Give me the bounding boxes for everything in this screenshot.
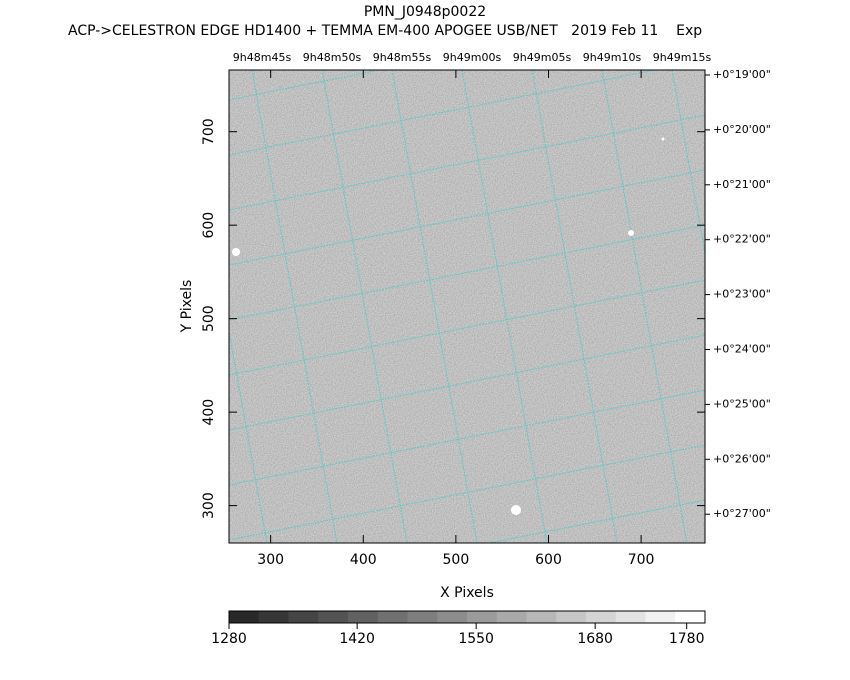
colorbar-step — [318, 611, 349, 623]
colorbar-step — [526, 611, 557, 623]
colorbar-step — [407, 611, 438, 623]
colorbar-step — [496, 611, 527, 623]
x-axis-label: X Pixels — [440, 585, 494, 601]
star — [661, 137, 665, 141]
ra-label: 9h49m05s — [513, 51, 572, 64]
ra-label: 9h48m45s — [233, 51, 292, 64]
x-tick-label: 400 — [350, 552, 377, 568]
grid-line-ra — [391, 70, 478, 543]
ra-label: 9h49m00s — [443, 51, 502, 64]
colorbar-step — [229, 611, 260, 623]
colorbar-step — [258, 611, 289, 623]
y-tick-label: 600 — [201, 212, 217, 239]
grid-line-ra — [742, 70, 827, 543]
colorbar-step — [556, 611, 587, 623]
x-tick-label: 600 — [535, 552, 562, 568]
star — [628, 230, 634, 236]
colorbar-border — [228, 610, 706, 624]
dec-label: +0°25'00" — [713, 397, 771, 410]
colorbar-step — [377, 611, 408, 623]
colorbar-tick-label: 1550 — [458, 631, 494, 647]
grid-line-ra — [461, 70, 548, 543]
stars — [232, 137, 665, 515]
x-tick-label: 300 — [257, 552, 284, 568]
grid-line-ra — [229, 328, 268, 543]
y-tick-label: 700 — [201, 118, 217, 145]
dec-label: +0°27'00" — [713, 507, 771, 520]
ra-label: 9h48m50s — [303, 51, 362, 64]
dec-label: +0°19'00" — [713, 68, 771, 81]
x-tick-label: 700 — [628, 552, 655, 568]
star — [232, 248, 240, 256]
colorbar-step — [586, 611, 617, 623]
colorbar-step — [437, 611, 468, 623]
y-tick-label: 500 — [201, 305, 217, 332]
colorbar-tick-label: 1680 — [577, 631, 613, 647]
y-tick-label: 400 — [201, 399, 217, 426]
colorbar-step — [467, 611, 498, 623]
colorbar-step — [645, 611, 676, 623]
ra-label: 9h49m10s — [583, 51, 642, 64]
plot-frame — [228, 69, 706, 544]
dec-label: +0°22'00" — [713, 233, 771, 246]
colorbar-step — [615, 611, 646, 623]
dec-label: +0°26'00" — [713, 452, 771, 465]
colorbar-tick-label: 1780 — [669, 631, 705, 647]
sky-image — [229, 70, 705, 543]
colorbar-step — [675, 611, 706, 623]
ra-label: 9h49m15s — [653, 51, 712, 64]
star — [511, 505, 521, 515]
dec-label: +0°21'00" — [713, 178, 771, 191]
x-tick-label: 500 — [443, 552, 470, 568]
dec-label: +0°24'00" — [713, 343, 771, 356]
grid-line-ra — [321, 70, 408, 543]
grid-line-ra — [601, 70, 688, 543]
ra-label: 9h48m55s — [373, 51, 432, 64]
wcs-grid — [229, 70, 827, 543]
colorbar-tick-label: 1420 — [339, 631, 375, 647]
dec-label: +0°23'00" — [713, 288, 771, 301]
colorbar-step — [288, 611, 319, 623]
subtitle: ACP->CELESTRON EDGE HD1400 + TEMMA EM-40… — [68, 23, 702, 39]
y-tick-label: 300 — [201, 492, 217, 519]
colorbar-tick-label: 1280 — [211, 631, 247, 647]
y-axis-label: Y Pixels — [179, 280, 195, 334]
colorbar-step — [348, 611, 379, 623]
dec-label: +0°20'00" — [713, 123, 771, 136]
title: PMN_J0948p0022 — [364, 4, 486, 20]
